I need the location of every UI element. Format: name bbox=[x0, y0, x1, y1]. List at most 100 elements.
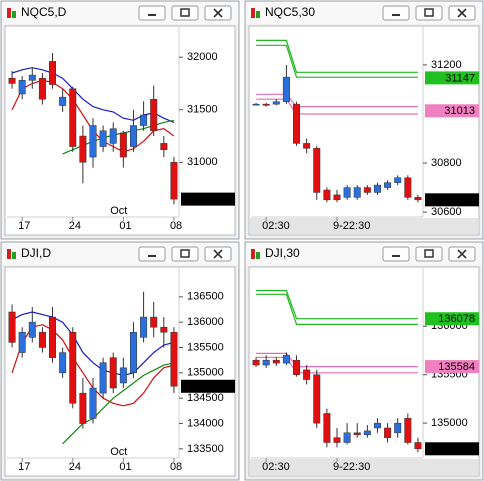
y-tick-label: 136500 bbox=[187, 291, 224, 303]
candle-body bbox=[293, 359, 301, 375]
x-tick-label: 9-22:30 bbox=[333, 461, 370, 473]
candle-body bbox=[69, 332, 77, 404]
candle-body bbox=[404, 418, 412, 443]
y-tick-label: 32000 bbox=[187, 51, 218, 63]
candle-body bbox=[353, 432, 361, 436]
x-axis-strip bbox=[250, 218, 478, 234]
candle-body bbox=[109, 357, 117, 389]
minimize-button[interactable] bbox=[382, 5, 410, 21]
close-glyph bbox=[457, 8, 467, 18]
candle-body bbox=[373, 422, 381, 429]
candle-body bbox=[252, 103, 260, 106]
x-tick-label: 24 bbox=[69, 461, 81, 473]
window-icon bbox=[251, 8, 255, 18]
price-label-box bbox=[181, 379, 235, 393]
x-tick-label: 02:30 bbox=[262, 461, 290, 473]
candle-body bbox=[343, 187, 351, 198]
x-tick-label: 01 bbox=[119, 220, 131, 232]
minimize-button[interactable] bbox=[382, 246, 410, 262]
month-label: Oct bbox=[110, 205, 127, 217]
y-tick-label: 134000 bbox=[187, 417, 224, 429]
candle-body bbox=[140, 114, 148, 126]
candle-body bbox=[89, 125, 97, 158]
candle-body bbox=[384, 427, 392, 438]
y-tick-label: 31200 bbox=[431, 59, 462, 71]
candle-body bbox=[394, 422, 402, 434]
y-tick-label: 136000 bbox=[187, 316, 224, 328]
indicator-line bbox=[256, 39, 418, 73]
candle-body bbox=[18, 80, 26, 95]
restore-button[interactable] bbox=[415, 246, 443, 262]
candle-body bbox=[404, 177, 412, 198]
candle-body bbox=[150, 98, 158, 132]
close-glyph bbox=[457, 249, 467, 259]
candle-body bbox=[8, 311, 16, 343]
window-title: NQC5,30 bbox=[265, 5, 315, 19]
price-label: 134735 bbox=[438, 443, 475, 455]
x-tick-label: 24 bbox=[69, 220, 81, 232]
candle-body bbox=[140, 316, 148, 338]
window-icon bbox=[251, 249, 255, 259]
restore-button[interactable] bbox=[415, 5, 443, 21]
y-tick-label: 135000 bbox=[187, 367, 224, 379]
restore-glyph bbox=[180, 249, 190, 258]
candle-body bbox=[323, 413, 331, 443]
candle-body bbox=[79, 135, 87, 163]
candle-body bbox=[109, 128, 117, 144]
indicator-line bbox=[62, 362, 175, 445]
candle-body bbox=[272, 359, 280, 364]
y-tick-label: 31500 bbox=[187, 104, 218, 116]
price-label-box bbox=[425, 360, 479, 374]
candle-body bbox=[313, 148, 321, 193]
y-tick-label: 31000 bbox=[187, 156, 218, 168]
x-tick-label: 9-22:30 bbox=[333, 220, 370, 232]
candle-body bbox=[282, 355, 290, 364]
candle-body bbox=[49, 61, 57, 85]
restore-button[interactable] bbox=[171, 246, 199, 262]
candle-body bbox=[28, 321, 36, 338]
candle-body bbox=[353, 187, 361, 198]
x-tick-label: 02:30 bbox=[262, 220, 290, 232]
minimize-button[interactable] bbox=[138, 5, 166, 21]
indicator-line bbox=[256, 44, 418, 78]
window-icon bbox=[7, 249, 11, 259]
candle-body bbox=[129, 125, 137, 147]
window-title: DJI,D bbox=[21, 246, 51, 260]
price-label: 136078 bbox=[438, 313, 475, 325]
x-tick-label: 17 bbox=[18, 461, 30, 473]
candle-body bbox=[89, 387, 97, 419]
candle-body bbox=[414, 442, 422, 450]
indicator-line bbox=[11, 67, 175, 123]
window-icon bbox=[7, 8, 11, 18]
x-axis-strip bbox=[250, 459, 478, 475]
candle-body bbox=[262, 359, 270, 366]
y-tick-label: 30600 bbox=[431, 206, 462, 218]
restore-button[interactable] bbox=[171, 5, 199, 21]
candle-body bbox=[262, 103, 270, 106]
window-title: DJI,30 bbox=[265, 246, 300, 260]
x-tick-label: 08 bbox=[170, 461, 182, 473]
candle-body bbox=[333, 194, 341, 201]
candle-body bbox=[170, 162, 178, 200]
price-label-box bbox=[425, 71, 479, 85]
close-glyph bbox=[213, 249, 223, 259]
candle-body bbox=[119, 132, 127, 158]
candle-body bbox=[160, 143, 168, 150]
x-tick-label: 17 bbox=[18, 220, 30, 232]
indicator-line bbox=[256, 293, 418, 325]
indicator-line bbox=[256, 352, 418, 368]
indicator-line bbox=[11, 311, 175, 377]
candle-body bbox=[38, 332, 46, 348]
candle-body bbox=[394, 177, 402, 183]
candle-body bbox=[18, 332, 26, 353]
candle-body bbox=[323, 189, 331, 201]
candle-body bbox=[49, 316, 57, 358]
month-label: Oct bbox=[110, 446, 127, 458]
candle-body bbox=[69, 88, 77, 147]
window-icon bbox=[12, 11, 16, 18]
candle-body bbox=[272, 101, 280, 105]
candle-body bbox=[28, 74, 36, 81]
minimize-button[interactable] bbox=[138, 246, 166, 262]
candle-body bbox=[59, 352, 67, 374]
